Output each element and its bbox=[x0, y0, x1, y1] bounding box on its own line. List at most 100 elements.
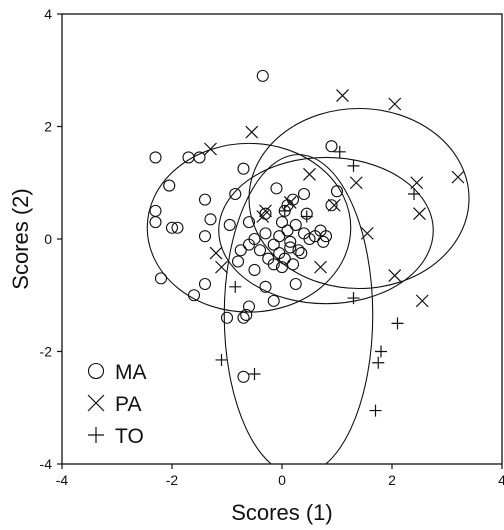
point-ma bbox=[204, 213, 217, 226]
point-ma bbox=[163, 179, 176, 192]
point-to bbox=[347, 159, 360, 172]
point-ma bbox=[237, 370, 250, 383]
x-axis-title: Scores (1) bbox=[231, 500, 332, 525]
y-tick-label: 0 bbox=[44, 231, 52, 247]
y-tick-label: 4 bbox=[44, 6, 52, 22]
point-pa bbox=[349, 176, 363, 190]
point-pa bbox=[314, 260, 327, 274]
point-pa bbox=[410, 176, 424, 190]
series-to bbox=[215, 145, 420, 417]
point-ma bbox=[275, 261, 289, 274]
x-tick-label: -2 bbox=[166, 472, 179, 488]
point-pa bbox=[303, 167, 316, 181]
point-ma bbox=[284, 241, 297, 254]
point-ma bbox=[229, 187, 242, 201]
point-ma bbox=[286, 258, 300, 271]
point-ma bbox=[242, 300, 256, 313]
point-pa bbox=[215, 260, 228, 274]
point-ma bbox=[275, 216, 289, 229]
point-ma bbox=[198, 230, 212, 243]
point-pa bbox=[388, 269, 402, 282]
legend-item-to: TO bbox=[88, 425, 144, 448]
point-ma bbox=[259, 280, 272, 293]
point-ma bbox=[223, 218, 236, 231]
ellipse-pa bbox=[248, 107, 470, 290]
x-tick-label: 0 bbox=[278, 472, 286, 488]
y-axis-title: Scores (2) bbox=[8, 188, 33, 289]
point-pa bbox=[283, 196, 297, 209]
point-to bbox=[408, 188, 420, 200]
point-pa bbox=[388, 97, 402, 111]
point-ma bbox=[220, 311, 234, 324]
point-ma bbox=[198, 193, 212, 206]
point-ma bbox=[317, 235, 330, 248]
point-ma bbox=[237, 311, 250, 324]
legend-item-pa: PA bbox=[87, 393, 141, 416]
point-pa bbox=[209, 246, 223, 260]
point-to bbox=[300, 210, 313, 223]
point-to bbox=[229, 280, 242, 293]
legend: MA PA TO bbox=[87, 361, 147, 448]
point-ma bbox=[171, 221, 184, 234]
point-ma bbox=[242, 238, 256, 251]
point-ma bbox=[292, 244, 305, 257]
point-ma bbox=[295, 247, 308, 260]
point-to bbox=[369, 404, 382, 417]
y-tick-label: 2 bbox=[44, 119, 52, 135]
point-to bbox=[333, 145, 346, 158]
legend-label-ma: MA bbox=[115, 361, 147, 384]
point-ma bbox=[237, 162, 250, 175]
point-to bbox=[375, 345, 387, 358]
point-ma bbox=[154, 272, 168, 285]
point-to bbox=[391, 317, 404, 330]
point-to bbox=[248, 368, 261, 380]
point-ma bbox=[193, 151, 206, 164]
point-ma bbox=[231, 255, 245, 268]
ellipse-to-wide bbox=[223, 154, 374, 464]
point-ma bbox=[270, 182, 283, 195]
axis-ticks: -4 -2 0 2 4 -4 -2 0 2 4 bbox=[40, 6, 504, 488]
point-pa bbox=[327, 198, 341, 212]
point-ma bbox=[273, 230, 286, 243]
point-ma bbox=[325, 140, 338, 153]
confidence-ellipses bbox=[146, 107, 470, 464]
point-ma bbox=[149, 204, 162, 217]
point-ma bbox=[297, 187, 311, 201]
legend-label-pa: PA bbox=[115, 393, 141, 416]
point-to bbox=[347, 292, 360, 305]
data-points bbox=[149, 69, 465, 417]
point-ma bbox=[303, 232, 316, 246]
point-ma bbox=[262, 252, 275, 265]
point-ma bbox=[278, 252, 291, 265]
point-ma bbox=[330, 185, 344, 198]
point-to bbox=[278, 204, 291, 217]
series-ma bbox=[149, 69, 344, 383]
point-pa bbox=[415, 294, 429, 308]
point-ma bbox=[234, 244, 247, 257]
legend-item-ma: MA bbox=[87, 361, 147, 384]
x-tick-label: -4 bbox=[56, 472, 69, 488]
point-ma bbox=[256, 69, 269, 82]
point-ma bbox=[325, 199, 338, 212]
x-tick-label: 2 bbox=[388, 472, 396, 488]
point-pa bbox=[360, 226, 374, 240]
point-to bbox=[372, 356, 385, 369]
point-pa bbox=[336, 89, 349, 102]
point-ma bbox=[240, 308, 253, 321]
point-ma bbox=[289, 218, 302, 231]
point-ma bbox=[267, 238, 280, 251]
legend-marker-to bbox=[88, 427, 104, 443]
y-tick-label: -2 bbox=[40, 344, 53, 360]
y-tick-label: -4 bbox=[40, 456, 53, 472]
legend-marker-pa bbox=[87, 394, 105, 412]
point-pa bbox=[451, 170, 465, 184]
point-ma bbox=[165, 221, 179, 234]
point-pa bbox=[245, 125, 259, 139]
point-ma bbox=[198, 277, 212, 291]
legend-marker-ma bbox=[87, 362, 105, 380]
point-ma bbox=[267, 294, 280, 307]
point-ma bbox=[284, 235, 297, 248]
point-pa bbox=[204, 142, 217, 156]
x-tick-label: 4 bbox=[498, 472, 504, 488]
